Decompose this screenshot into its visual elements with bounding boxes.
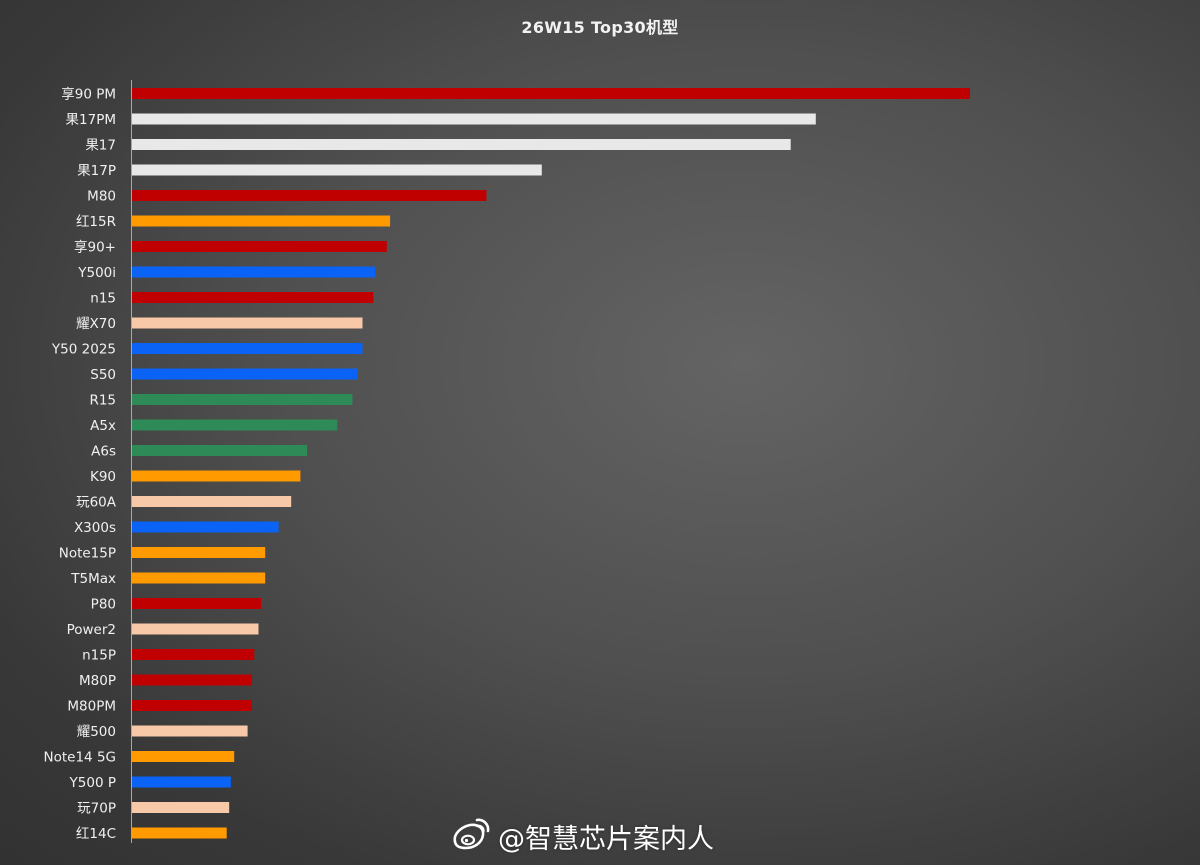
category-label: T5Max	[70, 571, 116, 587]
bar-23	[132, 674, 252, 686]
bar-18	[132, 547, 266, 558]
bars-group	[132, 88, 970, 839]
bar-10	[132, 343, 363, 354]
category-label: Y500i	[77, 265, 116, 281]
bar-9	[132, 317, 363, 329]
bar-15	[132, 470, 301, 482]
category-label: 玩60A	[76, 495, 117, 511]
category-label: 果17P	[77, 163, 116, 179]
category-label: R15	[89, 393, 116, 409]
chart-title: 26W15 Top30机型	[521, 18, 679, 37]
category-label: 享90 PM	[61, 86, 116, 103]
bar-24	[132, 700, 252, 711]
bar-22	[132, 649, 255, 660]
category-label: n15	[90, 291, 116, 307]
bar-12	[132, 394, 353, 405]
category-label: 享90+	[74, 239, 116, 256]
category-label: 果17PM	[66, 112, 116, 128]
bar-13	[132, 419, 338, 431]
bar-14	[132, 445, 308, 456]
bar-28	[132, 802, 230, 813]
category-label: A6s	[91, 444, 116, 460]
bar-27	[132, 776, 231, 788]
bar-0	[132, 88, 970, 99]
bar-8	[132, 292, 374, 303]
bar-26	[132, 751, 235, 762]
category-label: P80	[91, 597, 116, 613]
category-label: 果17	[85, 138, 116, 154]
bar-2	[132, 139, 791, 150]
bar-6	[132, 241, 387, 252]
category-label: 玩70P	[77, 801, 116, 817]
category-label: Y50 2025	[51, 342, 116, 358]
bar-20	[132, 598, 262, 609]
bar-19	[132, 572, 266, 584]
bar-29	[132, 827, 227, 839]
watermark: @智慧芯片案内人	[450, 814, 714, 858]
category-label: M80	[87, 189, 116, 205]
category-label: Y500 P	[69, 775, 116, 791]
bar-16	[132, 496, 292, 507]
category-label: M80PM	[67, 699, 116, 715]
category-label: 耀500	[77, 724, 116, 740]
category-label: M80P	[79, 673, 116, 689]
category-label: 耀X70	[76, 316, 116, 332]
bar-7	[132, 266, 375, 278]
category-label: A5x	[90, 418, 116, 434]
category-label: S50	[90, 367, 116, 383]
category-label: n15P	[82, 648, 116, 664]
category-label: 红15R	[76, 214, 116, 230]
category-label: Power2	[67, 622, 116, 638]
watermark-text: @智慧芯片案内人	[498, 823, 714, 855]
category-label: X300s	[74, 520, 116, 536]
bar-3	[132, 164, 542, 176]
bar-21	[132, 623, 259, 635]
bar-5	[132, 215, 391, 227]
category-label: Note14 5G	[44, 750, 116, 766]
category-label: 红14C	[76, 826, 116, 842]
category-label: K90	[90, 469, 116, 485]
bar-25	[132, 725, 248, 737]
category-labels: 享90 PM 果17PM 果17 果17P M80 红15R 享90+ Y500i n15 耀X7…	[44, 86, 117, 843]
bar-1	[132, 113, 816, 125]
bar-17	[132, 521, 279, 533]
weibo-icon	[453, 818, 490, 850]
bar-11	[132, 368, 358, 380]
category-label: Note15P	[59, 546, 116, 562]
bar-4	[132, 190, 487, 201]
